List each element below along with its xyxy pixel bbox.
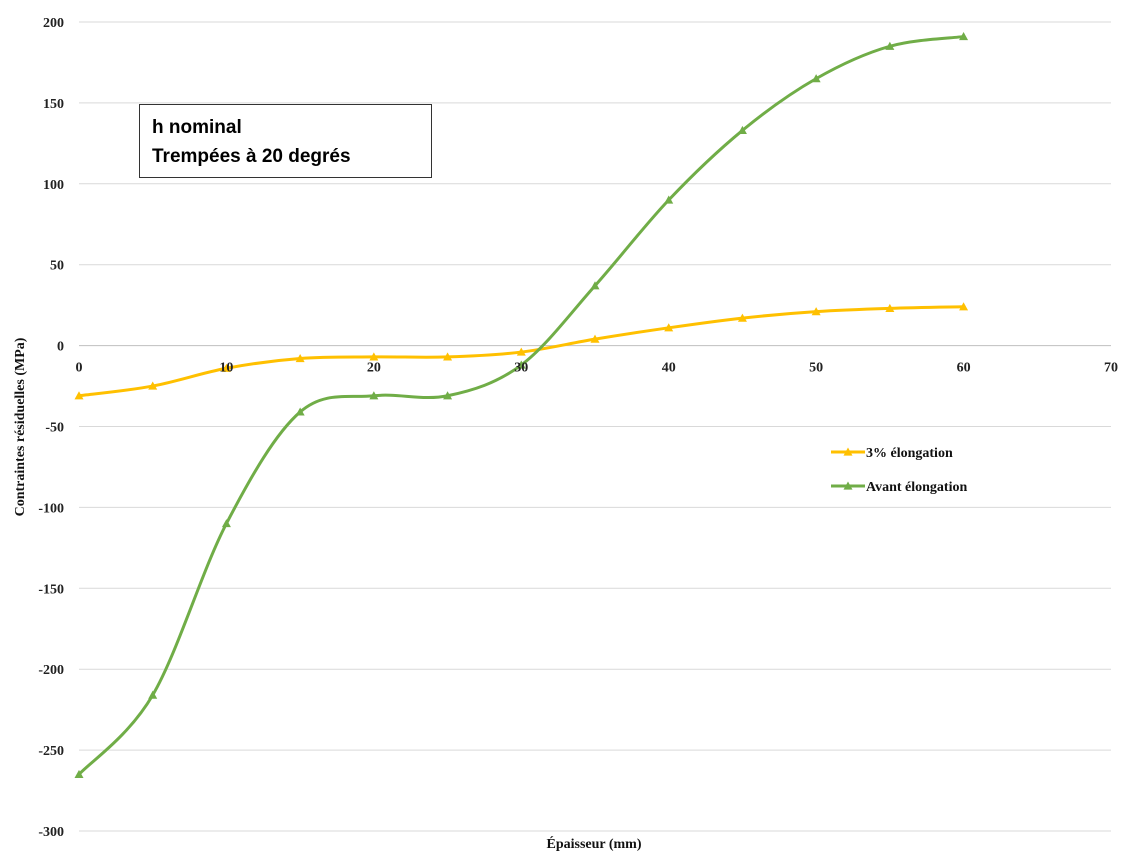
- annotation-line-1: h nominal: [152, 117, 242, 138]
- data-point: [959, 302, 969, 311]
- data-point: [295, 354, 305, 363]
- data-point: [516, 347, 526, 356]
- legend-marker: [843, 481, 853, 490]
- y-tick-label: -150: [38, 582, 64, 597]
- data-point: [369, 391, 379, 400]
- data-point: [811, 74, 821, 83]
- y-tick-label: -300: [38, 825, 64, 840]
- y-tick-label: -50: [45, 421, 64, 436]
- gridlines: [79, 21, 1111, 832]
- data-point: [811, 307, 821, 316]
- data-point: [590, 281, 600, 290]
- data-point: [516, 360, 526, 369]
- x-tick-label: 50: [809, 361, 823, 376]
- y-tick-label: -100: [38, 501, 64, 516]
- data-point: [737, 313, 747, 322]
- series-line: [77, 35, 964, 776]
- data-point: [369, 352, 379, 361]
- data-point: [885, 41, 895, 50]
- data-point: [74, 769, 84, 778]
- data-point: [221, 363, 231, 372]
- x-tick-label: 30: [514, 361, 528, 376]
- annotation-line-2: Trempées à 20 degrés: [152, 146, 351, 167]
- data-point: [148, 381, 158, 390]
- y-tick-label: 0: [57, 340, 64, 355]
- y-tick-label: -250: [38, 744, 64, 759]
- legend-label: 3% élongation: [866, 446, 953, 461]
- data-point: [295, 407, 305, 416]
- x-axis-title: Épaisseur (mm): [546, 835, 641, 852]
- data-point: [443, 352, 453, 361]
- annotation-box: h nominal Trempées à 20 degrés: [139, 104, 432, 178]
- series-markers: [74, 32, 969, 778]
- data-point: [959, 32, 969, 41]
- y-tick-label: 150: [43, 97, 64, 112]
- x-tick-label: 20: [367, 361, 381, 376]
- tick-labels: 200 150 100 50 0 -50 -100 -150 -200 -250 -300 0 10 20…: [38, 16, 1118, 840]
- y-tick-label: 100: [43, 178, 64, 193]
- data-point: [737, 125, 747, 135]
- x-tick-label: 10: [219, 361, 233, 376]
- x-tick-label: 40: [662, 361, 676, 376]
- data-point: [885, 303, 895, 312]
- data-point: [664, 195, 674, 204]
- legend: 3% élongation Avant élongation: [831, 446, 967, 495]
- data-point: [148, 690, 158, 699]
- y-tick-label: 50: [50, 259, 64, 274]
- y-axis-title: Contraintes résiduelles (MPa): [13, 337, 28, 516]
- data-point: [664, 323, 674, 332]
- x-tick-label: 60: [957, 361, 971, 376]
- data-point: [443, 391, 453, 400]
- data-point: [221, 519, 231, 528]
- legend-marker: [843, 447, 853, 456]
- data-point: [74, 391, 84, 400]
- data-point: [590, 334, 600, 343]
- y-tick-label: -200: [38, 663, 64, 678]
- x-tick-label: 0: [76, 361, 83, 376]
- x-tick-label: 70: [1104, 361, 1118, 376]
- legend-label: Avant élongation: [866, 480, 967, 495]
- y-tick-label: 200: [43, 16, 64, 31]
